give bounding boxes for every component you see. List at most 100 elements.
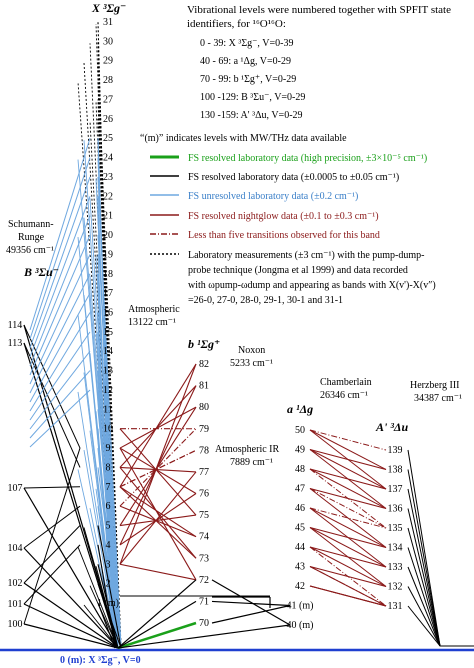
b-lower-level-label-73: 73 [199,553,209,564]
b-lower-level-label-72: 72 [199,575,209,586]
a-level-label-47: 47 [295,484,305,495]
schumann-runge-unresolved [29,138,91,331]
state-label-b-lower: b ¹Σg⁺ [188,337,220,351]
system-atmospheric-1: Atmospheric [128,304,180,315]
atmospheric-transition [119,486,197,559]
schumann-runge-unresolved [29,234,91,376]
b-lower-level-label-76: 76 [199,489,209,500]
herzberg3-transition [407,547,441,647]
herzberg3-transition [407,605,441,647]
b-lower-level-label-70: 70 [199,618,209,629]
atmospheric-transition [119,505,197,538]
system-herzberg3-2: 34387 cm⁻¹ [414,393,462,404]
x-level-label-27: 27 [103,94,113,105]
legend-label-high-precision: FS resolved laboratory data (high precis… [188,153,427,164]
legend-label-nightglow: FS resolved nightglow data (±0.1 to ±0.3… [188,211,379,222]
legend-label-resolved: FS resolved laboratory data (±0.0005 to … [188,172,399,183]
schumann-runge-transition [23,447,81,625]
range-bu: 100 -129: B ³Σu⁻, V=0-29 [200,92,305,103]
atmospheric-transition [119,493,197,546]
atmospheric-transition [119,466,197,473]
x-level-label-30: 30 [103,36,113,47]
x-transition [97,351,122,649]
chamberlain-transition [309,468,387,490]
x-level-label-11: 11 [103,404,113,415]
schumann-runge-transition [23,487,119,649]
x-level-label-25: 25 [103,133,113,144]
x-transition [97,467,122,649]
chamberlain-transition [309,429,387,470]
a-level-label-43: 43 [295,562,305,573]
x-level-label-29: 29 [103,56,113,67]
x-transition [77,546,119,649]
schumann-runge-unresolved [29,312,91,412]
system-atmospheric-2: 13122 cm⁻¹ [128,317,176,328]
x-level-label-28: 28 [103,75,113,86]
b-lower-level-label-81: 81 [199,381,209,392]
atmospheric-transition [119,471,197,565]
x-transition [97,389,119,649]
b-lower-level-label-82: 82 [199,359,209,370]
system-schumann-runge-3: 49356 cm⁻¹ [6,245,54,256]
x-level-label-8: 8 [106,462,111,473]
a-level-label-45: 45 [295,523,305,534]
x-level-label-16: 16 [103,308,113,319]
legend-lab-line-4: =26-0, 27-0, 28-0, 29-1, 30-1 and 31-1 [188,295,343,306]
x-level-label-3: 3 [106,559,111,570]
legend-lab-line-1: Laboratory measurements (±3 cm⁻¹) with t… [188,250,424,261]
legend-m-note: “(m)” indicates levels with MW/THz data … [140,133,347,144]
chamberlain-transition [309,507,387,529]
x-level-label-26: 26 [103,114,113,125]
system-schumann-runge-1: Schumann- [8,219,54,230]
level-labels: 3130292827262524232221201918171615141312… [8,17,403,631]
schumann-runge-transition [23,342,81,468]
state-label-x: X ³Σg⁻ [91,1,126,15]
chamberlain-transition [309,527,387,548]
chamberlain-transition [309,527,387,568]
aprime-level-label-134: 134 [388,543,403,554]
schumann-runge-unresolved [29,350,91,430]
system-chamberlain-2: 26346 cm⁻¹ [320,390,368,401]
chamberlain-transition [309,488,387,548]
x-transition [97,525,122,649]
aprime-level-label-136: 136 [388,504,403,515]
system-noxon-1: Noxon [238,345,265,356]
schumann-runge-transition [23,603,119,649]
aprime-level-label-132: 132 [388,582,403,593]
aprime-level-label-131: 131 [388,601,403,612]
x-level-label-1: 1 (m) [97,598,119,609]
x-level-label-10: 10 [103,424,113,435]
noxon-transition [117,624,291,649]
chamberlain-transition [309,566,387,587]
system-atmospheric-ir-2: 7889 cm⁻¹ [230,457,273,468]
b-upper-level-label-114: 114 [8,320,23,331]
chamberlain-transition [309,566,387,607]
chamberlain-transition [309,429,387,451]
chamberlain-transition [309,468,387,509]
atmospheric-ir-transition [211,579,291,626]
atmospheric-transition [119,385,197,468]
atmospheric-transition [119,447,197,494]
b-lower-level-label-75: 75 [199,510,209,521]
a-level-label-49: 49 [295,445,305,456]
schumann-runge-unresolved [29,273,91,394]
system-atmospheric-ir-1: Atmospheric IR [215,444,279,455]
chamberlain-transition [309,488,387,529]
x-level-label-15: 15 [103,327,113,338]
a-level-label-44: 44 [295,542,305,553]
x-transition [83,449,119,649]
a-level-label-48: 48 [295,464,305,475]
atmospheric-high-precision [117,621,197,650]
atmospheric-transition [119,486,197,538]
herzberg3-transition [407,586,441,647]
x-level-label-14: 14 [103,346,113,357]
schumann-runge-unresolved [29,370,91,439]
schumann-runge-transition [23,547,119,649]
range-a: 40 - 69: a ¹Δg, V=0-29 [200,56,291,67]
herzberg3-transition [407,508,441,647]
b-upper-level-label-104: 104 [8,543,23,554]
b-upper-level-label-100: 100 [8,619,23,630]
schumann-runge-unresolved [29,292,91,403]
atmospheric-transition [119,449,197,488]
